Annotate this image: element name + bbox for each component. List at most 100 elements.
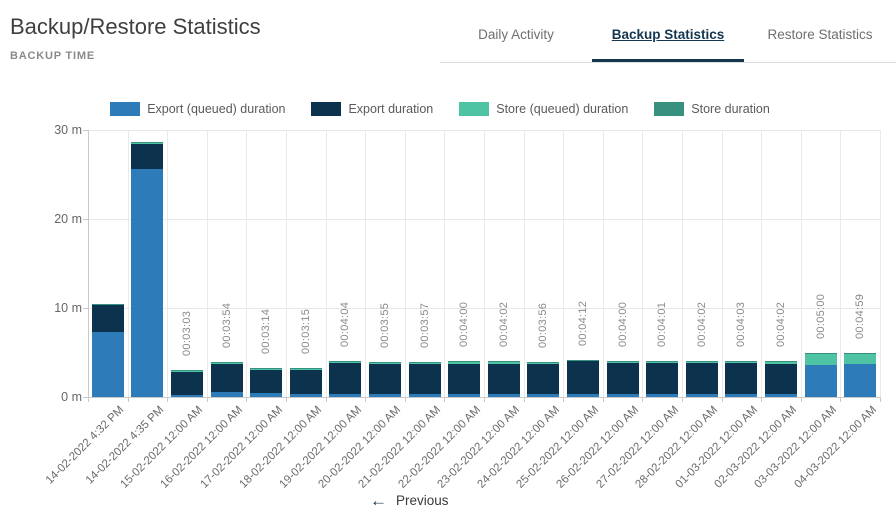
legend-swatch-icon	[311, 102, 342, 116]
bar-segment-export-queued-duration[interactable]	[804, 364, 837, 397]
bar-segment-export-queued-duration[interactable]	[289, 393, 322, 397]
bar-segment-export-duration[interactable]	[131, 144, 164, 170]
bar-segment-export-queued-duration[interactable]	[606, 393, 639, 397]
bar-segment-export-duration[interactable]	[685, 363, 718, 395]
tab-backup-statistics[interactable]: Backup Statistics	[592, 0, 744, 62]
bar-segment-store-queued-duration[interactable]	[250, 368, 283, 370]
bar-segment-export-duration[interactable]	[567, 361, 599, 395]
bar-segment-store-queued-duration[interactable]	[527, 362, 560, 365]
legend-item: Export (queued) duration	[110, 102, 285, 116]
bar-segment-store-queued-duration[interactable]	[329, 361, 362, 363]
bar-segment-export-queued-duration[interactable]	[567, 394, 599, 397]
bar-segment-export-duration[interactable]	[725, 363, 758, 395]
x-gridline	[602, 130, 604, 397]
x-axis-date-label: 04-03-2022 12:00 AM	[791, 404, 879, 491]
bar-segment-store-duration[interactable]	[487, 361, 520, 362]
bar-segment-store-duration[interactable]	[567, 359, 599, 361]
bar-segment-store-duration[interactable]	[527, 362, 560, 363]
bar-segment-export-duration[interactable]	[91, 305, 124, 333]
x-gridline	[523, 130, 525, 397]
bar-segment-store-queued-duration[interactable]	[408, 362, 441, 364]
bar-segment-export-queued-duration[interactable]	[646, 394, 679, 397]
bar-segment-store-queued-duration[interactable]	[606, 362, 639, 364]
bar-segment-store-duration[interactable]	[448, 361, 481, 363]
x-axis-tick	[206, 397, 208, 402]
bar-segment-store-queued-duration[interactable]	[369, 362, 401, 364]
bar-segment-export-duration[interactable]	[329, 362, 362, 394]
bar-segment-store-queued-duration[interactable]	[685, 361, 718, 364]
bar-segment-store-queued-duration[interactable]	[171, 370, 203, 372]
chart-legend: Export (queued) duration Export duration S…	[0, 102, 880, 116]
bar-segment-export-duration[interactable]	[448, 363, 481, 395]
bar-segment-store-duration[interactable]	[408, 361, 441, 363]
tab-daily-activity[interactable]: Daily Activity	[478, 27, 554, 42]
tab-bar: Daily Activity Backup Statistics Restore S…	[440, 0, 896, 63]
bar-duration-label: 00:03:57	[418, 302, 431, 348]
bar-segment-store-queued-duration[interactable]	[725, 361, 758, 363]
bar-segment-export-queued-duration[interactable]	[487, 393, 520, 397]
bar-segment-export-queued-duration[interactable]	[527, 394, 560, 397]
bar-segment-store-duration[interactable]	[369, 362, 401, 363]
bar-segment-export-queued-duration[interactable]	[448, 394, 481, 397]
bar-segment-export-queued-duration[interactable]	[844, 364, 877, 397]
x-gridline	[127, 130, 129, 397]
bar-duration-label: 00:04:04	[339, 301, 352, 347]
bar-segment-store-duration[interactable]	[91, 303, 124, 305]
bar-duration-label: 00:04:12	[577, 300, 589, 346]
bar-segment-export-queued-duration[interactable]	[250, 392, 283, 397]
bar-segment-store-duration[interactable]	[210, 362, 243, 363]
bar-segment-export-queued-duration[interactable]	[408, 394, 441, 397]
bar-segment-store-duration[interactable]	[250, 368, 283, 369]
bar-segment-store-duration[interactable]	[725, 360, 758, 362]
bar-segment-export-duration[interactable]	[646, 363, 679, 395]
bar-segment-store-duration[interactable]	[329, 360, 362, 362]
bar-segment-export-duration[interactable]	[171, 371, 203, 395]
bar-segment-store-duration[interactable]	[844, 352, 877, 354]
bar-segment-export-duration[interactable]	[606, 363, 639, 394]
bar-segment-export-queued-duration[interactable]	[91, 332, 124, 397]
bar-segment-export-queued-duration[interactable]	[329, 393, 362, 397]
bar-segment-store-queued-duration[interactable]	[567, 360, 599, 362]
bar-segment-export-duration[interactable]	[250, 369, 283, 393]
bar-segment-export-queued-duration[interactable]	[131, 169, 164, 397]
bar-segment-export-duration[interactable]	[369, 363, 401, 395]
y-axis-tick-label: 10 m	[54, 301, 82, 315]
bar-segment-store-queued-duration[interactable]	[131, 143, 164, 145]
x-axis-tick	[444, 397, 446, 402]
previous-page-link[interactable]: ← Previous	[370, 492, 449, 509]
bar-segment-store-duration[interactable]	[171, 369, 203, 371]
bar-segment-export-duration[interactable]	[210, 363, 243, 393]
bar-segment-store-queued-duration[interactable]	[487, 362, 520, 364]
bar-segment-store-queued-duration[interactable]	[765, 361, 797, 364]
bar-segment-store-queued-duration[interactable]	[646, 361, 679, 364]
bar-segment-store-duration[interactable]	[685, 361, 718, 362]
bar-segment-store-duration[interactable]	[606, 361, 639, 363]
bar-segment-export-queued-duration[interactable]	[725, 394, 758, 397]
legend-swatch-icon	[110, 102, 141, 116]
bar-segment-export-duration[interactable]	[408, 363, 441, 395]
bar-segment-store-queued-duration[interactable]	[289, 368, 322, 370]
bar-segment-export-duration[interactable]	[289, 369, 322, 394]
bar-segment-store-queued-duration[interactable]	[91, 304, 124, 306]
bar-segment-store-queued-duration[interactable]	[844, 353, 877, 365]
bar-segment-store-duration[interactable]	[804, 352, 837, 354]
bar-segment-store-queued-duration[interactable]	[448, 362, 481, 364]
bar-segment-export-queued-duration[interactable]	[210, 392, 243, 397]
bar-segment-store-duration[interactable]	[131, 142, 164, 144]
bar-segment-store-duration[interactable]	[289, 368, 322, 369]
tab-restore-statistics[interactable]: Restore Statistics	[767, 27, 873, 42]
bar-segment-export-duration[interactable]	[765, 363, 797, 395]
bar-segment-store-queued-duration[interactable]	[210, 363, 243, 364]
bar-segment-export-queued-duration[interactable]	[765, 394, 797, 397]
bar-segment-store-duration[interactable]	[765, 361, 797, 362]
bar-segment-export-duration[interactable]	[487, 363, 520, 394]
bar-segment-export-queued-duration[interactable]	[369, 394, 401, 397]
y-axis-line	[88, 130, 89, 397]
x-axis-tick	[840, 397, 842, 402]
bar-segment-store-queued-duration[interactable]	[804, 353, 837, 365]
x-gridline	[682, 130, 683, 397]
bar-segment-store-duration[interactable]	[646, 361, 679, 362]
bar-segment-export-queued-duration[interactable]	[685, 394, 718, 397]
bar-segment-export-duration[interactable]	[527, 364, 560, 395]
bar-segment-export-queued-duration[interactable]	[171, 394, 203, 397]
